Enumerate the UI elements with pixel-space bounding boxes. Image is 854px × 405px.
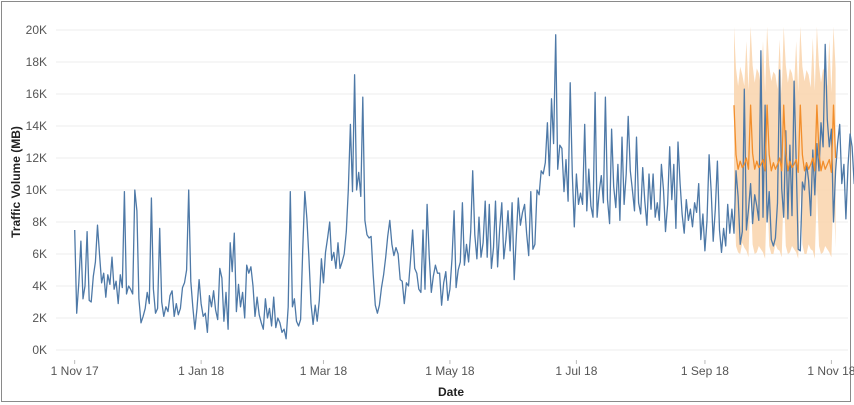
y-tick-label: 12K (26, 151, 47, 165)
x-tick-label: 1 May 18 (425, 364, 475, 378)
series-lines (74, 34, 854, 340)
y-tick-label: 14K (26, 119, 47, 133)
y-tick-label: 6K (32, 247, 47, 261)
y-tick-label: 0K (32, 343, 47, 357)
y-tick-label: 4K (32, 279, 47, 293)
x-tick-label: 1 Jul 18 (555, 364, 597, 378)
y-tick-label: 2K (32, 311, 47, 325)
x-tick-label: 1 Nov 17 (51, 364, 99, 378)
y-axis-ticks: 0K 2K 4K 6K 8K 10K 12K 14K 16K 18K 20K (26, 23, 47, 357)
y-tick-label: 8K (32, 215, 47, 229)
y-tick-label: 20K (26, 23, 47, 37)
y-tick-label: 18K (26, 55, 47, 69)
x-tick-label: 1 Nov 18 (807, 364, 854, 378)
actual-line (74, 34, 854, 340)
y-axis-title: Traffic Volume (MB) (9, 126, 23, 238)
x-tick-label: 1 Mar 18 (300, 364, 348, 378)
x-axis-title: Date (438, 385, 464, 399)
y-tick-label: 16K (26, 87, 47, 101)
y-tick-label: 10K (26, 183, 47, 197)
forecast-line (733, 104, 837, 174)
x-tick-label: 1 Sep 18 (681, 364, 729, 378)
x-tick-label: 1 Jan 18 (178, 364, 224, 378)
gridlines (56, 29, 848, 351)
x-axis-ticks: 1 Nov 17 1 Jan 18 1 Mar 18 1 May 18 1 Jul 18… (51, 360, 854, 378)
